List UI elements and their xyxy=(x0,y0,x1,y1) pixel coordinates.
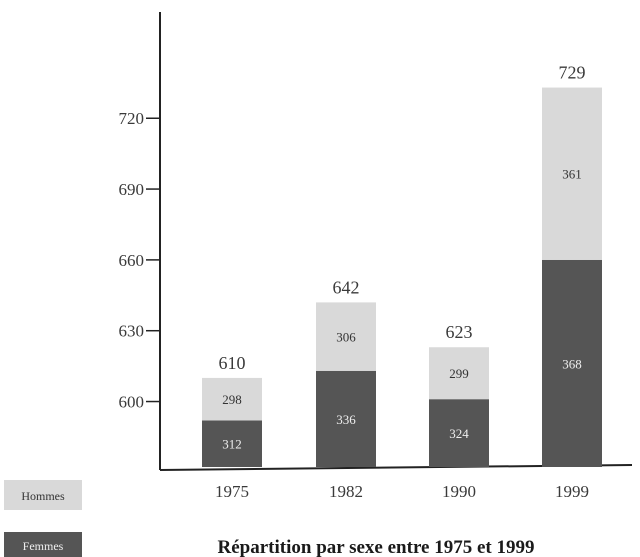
legend-swatch-hommes xyxy=(4,480,82,510)
legend: Hommes Femmes xyxy=(4,480,82,557)
value-label-femmes-1990: 324 xyxy=(449,426,469,441)
x-labels: 1975 1982 1990 1999 xyxy=(215,482,589,501)
value-label-hommes-1999: 361 xyxy=(562,167,582,182)
value-label-femmes-1982: 336 xyxy=(336,412,356,427)
total-label-1999: 729 xyxy=(559,63,586,83)
x-tick-label-1990: 1990 xyxy=(442,482,476,501)
value-label-femmes-1975: 312 xyxy=(222,437,242,452)
bar-hommes-1975 xyxy=(202,377,262,421)
value-label-hommes-1990: 299 xyxy=(449,366,469,381)
bar-femmes-1999 xyxy=(542,259,602,467)
bar-femmes-1990 xyxy=(429,399,489,467)
y-tick-label: 660 xyxy=(119,251,145,270)
bar-femmes-1975 xyxy=(202,420,262,467)
y-tick-label: 720 xyxy=(119,109,145,128)
legend-label-femmes: Femmes xyxy=(23,539,64,553)
total-label-1982: 642 xyxy=(333,277,360,297)
value-label-hommes-1982: 306 xyxy=(336,330,356,345)
bar-hommes-1999 xyxy=(542,87,602,260)
y-tick-label: 690 xyxy=(119,180,145,199)
y-ticks: 600 630 660 690 720 xyxy=(119,109,160,412)
x-tick-label-1999: 1999 xyxy=(555,482,589,501)
x-tick-label-1975: 1975 xyxy=(215,482,249,501)
chart-title: Répartition par sexe entre 1975 et 1999 xyxy=(218,537,535,557)
legend-swatch-femmes xyxy=(4,532,82,557)
bars: 312 298 610 336 306 642 324 299 623 368 361 729 xyxy=(202,63,602,467)
y-tick-label: 630 xyxy=(119,322,145,341)
bar-femmes-1982 xyxy=(316,370,376,467)
bar-hommes-1990 xyxy=(429,347,489,400)
value-label-femmes-1999: 368 xyxy=(562,356,582,371)
value-label-hommes-1975: 298 xyxy=(222,392,242,407)
bar-hommes-1982 xyxy=(316,302,376,371)
total-label-1990: 623 xyxy=(446,322,473,342)
x-tick-label-1982: 1982 xyxy=(329,482,363,501)
y-tick-label: 600 xyxy=(119,393,145,412)
legend-label-hommes: Hommes xyxy=(21,489,65,503)
total-label-1975: 610 xyxy=(219,353,246,373)
